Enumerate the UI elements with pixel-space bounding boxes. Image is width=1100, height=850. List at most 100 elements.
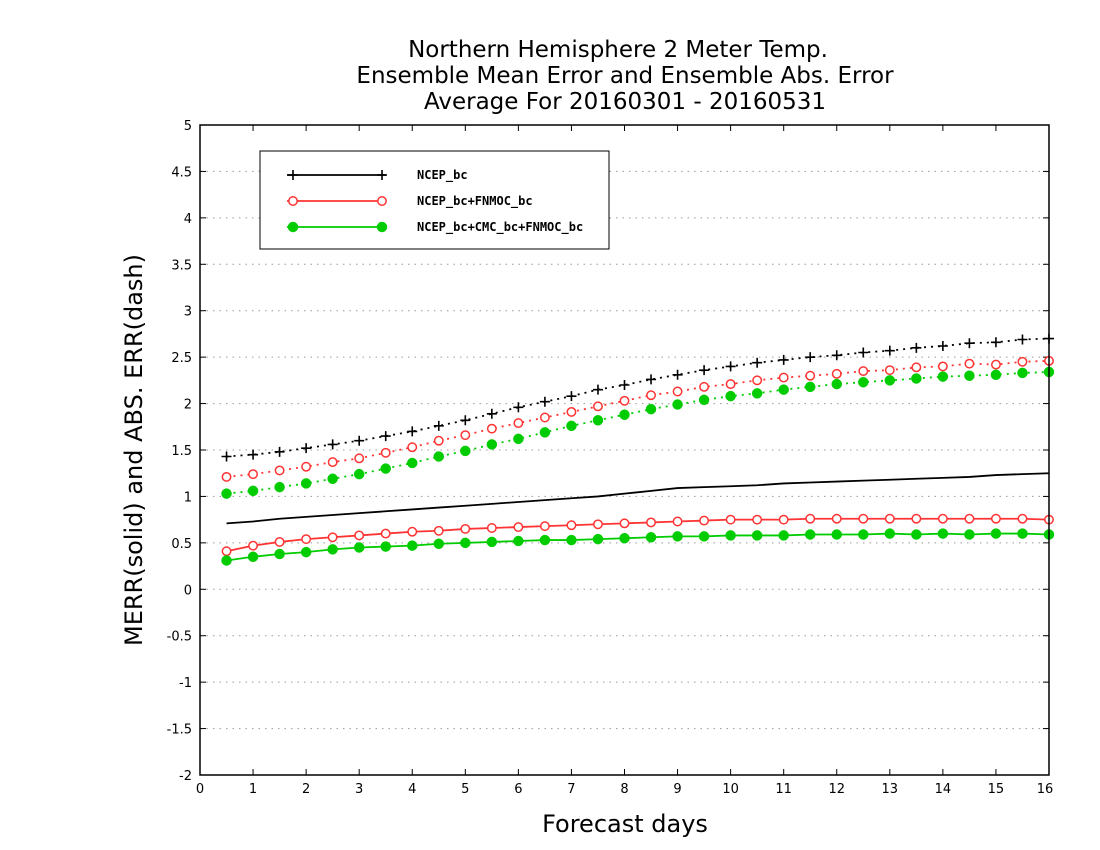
abs-err-point	[1017, 334, 1028, 345]
merr-point	[486, 523, 497, 533]
abs-err-point	[990, 369, 1002, 381]
abs-err-point	[1017, 367, 1028, 379]
abs-err-point	[539, 412, 550, 423]
legend-label-ncep-bc: NCEP_bc	[417, 168, 468, 183]
merr-point	[327, 532, 338, 543]
merr-point	[778, 530, 789, 541]
abs-err-point	[884, 375, 896, 386]
abs-err-point	[433, 420, 444, 431]
series-ncep-bc-fnmoc-bc	[221, 355, 1054, 557]
abs-err-point	[327, 457, 338, 468]
merr-point	[380, 528, 391, 539]
merr-line-ncep-bc-cmc-bc-fnmoc-bc	[226, 532, 1050, 562]
chart-title-line-2: Ensemble Mean Error and Ensemble Abs. Er…	[356, 63, 894, 89]
series-ncep-bc-cmc-bc-fnmoc-bc	[221, 366, 1055, 566]
abs-err-point	[433, 451, 445, 462]
y-tick-label: 4	[184, 212, 192, 227]
abs-err-point	[805, 352, 816, 363]
abs-err-point	[990, 359, 1001, 370]
merr-point	[911, 513, 922, 524]
merr-point	[778, 514, 789, 525]
axis-ticks: -2-1.5-1-0.500.511.522.533.544.550 1 2 3 4 5 6…	[167, 119, 1054, 797]
y-tick-label: 4.5	[171, 165, 192, 180]
merr-point	[964, 529, 975, 540]
merr-point	[990, 528, 1002, 539]
abs-err-point	[247, 485, 259, 497]
merr-point	[539, 534, 551, 546]
legend-marker-start	[287, 221, 299, 233]
merr-point	[274, 536, 285, 547]
merr-point	[1017, 528, 1028, 539]
grid	[200, 170, 1049, 730]
abs-err-point	[300, 478, 312, 489]
abs-err-point	[407, 442, 418, 453]
plot-frame	[199, 124, 1050, 776]
abs-err-point	[486, 423, 497, 434]
abs-err-line-ncep-bc-fnmoc-bc	[226, 359, 1050, 478]
abs-err-point	[884, 345, 895, 356]
abs-err-point	[911, 373, 922, 384]
abs-err-line-ncep-bc-cmc-bc-fnmoc-bc	[226, 371, 1050, 495]
abs-err-point	[751, 388, 763, 399]
merr-point	[380, 541, 391, 552]
merr-point	[672, 531, 683, 542]
abs-err-point	[486, 439, 498, 450]
abs-err-point	[619, 409, 630, 420]
merr-point	[248, 540, 259, 551]
abs-err-point	[354, 435, 365, 446]
abs-err-point	[513, 402, 524, 413]
abs-err-point	[274, 481, 285, 493]
legend-marker-end	[376, 221, 388, 233]
abs-err-point	[407, 426, 418, 437]
chart-title-line-1: Northern Hemisphere 2 Meter Temp.	[408, 37, 828, 63]
abs-err-point	[699, 381, 710, 392]
chart-title-line-3: Average For 20160301 - 20160531	[424, 89, 826, 115]
legend-label-ncep-bc-fnmoc-bc: NCEP_bc+FNMOC_bc	[417, 194, 533, 209]
abs-err-point	[221, 471, 232, 482]
abs-err-point	[221, 451, 232, 462]
abs-err-point	[327, 473, 338, 485]
abs-err-point	[539, 396, 550, 407]
abs-err-point	[725, 390, 736, 402]
abs-err-point	[805, 370, 816, 381]
merr-line-ncep-bc	[226, 472, 1050, 525]
merr-point	[725, 514, 736, 525]
abs-err-point	[380, 463, 391, 474]
abs-err-point	[221, 488, 232, 499]
merr-point	[884, 528, 896, 539]
abs-err-point	[460, 430, 471, 441]
merr-point	[937, 513, 948, 524]
abs-err-point	[539, 427, 551, 438]
y-tick-label: 1.5	[171, 444, 192, 459]
merr-point	[804, 529, 816, 540]
y-tick-label: -1.5	[167, 723, 192, 738]
y-tick-label: -1	[179, 676, 192, 691]
y-tick-label: 0	[184, 583, 192, 598]
merr-point	[300, 546, 312, 558]
merr-point	[513, 535, 524, 547]
merr-point	[247, 551, 259, 563]
abs-err-point	[460, 445, 471, 457]
abs-err-point	[831, 378, 842, 390]
abs-err-point	[752, 375, 763, 386]
y-tick-label: 5	[184, 119, 192, 134]
abs-err-point	[354, 453, 365, 464]
legend-marker-start	[288, 170, 298, 180]
merr-point	[751, 530, 763, 541]
abs-err-point	[752, 357, 763, 368]
legend-marker-end	[377, 170, 387, 180]
legend: NCEP_bc NCEP_bc+FNMOC_bc NCEP_bc+CMC_bc+FN…	[259, 150, 610, 250]
x-tick-label: 6	[514, 782, 522, 797]
abs-err-point	[937, 361, 948, 372]
merr-point	[566, 534, 577, 546]
merr-point	[353, 542, 365, 553]
abs-err-point	[937, 371, 949, 382]
series-ncep-bc	[221, 333, 1054, 525]
merr-point	[221, 546, 232, 557]
abs-err-point	[274, 446, 285, 457]
abs-err-point	[911, 362, 922, 373]
abs-err-point	[858, 366, 869, 377]
abs-err-point	[964, 370, 975, 381]
abs-err-point	[592, 384, 603, 395]
